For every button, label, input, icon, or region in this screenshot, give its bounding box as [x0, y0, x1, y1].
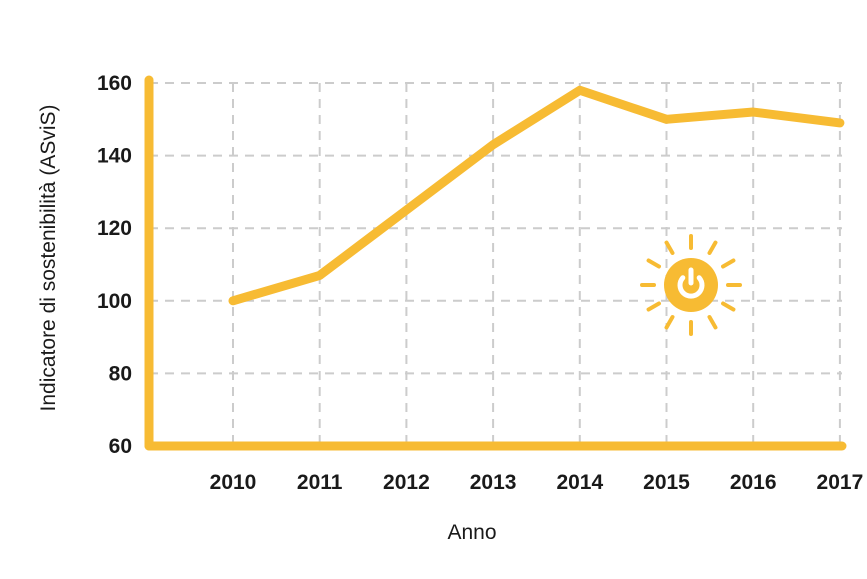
x-tick-label: 2011 [297, 471, 343, 494]
y-tick-label: 160 [97, 72, 132, 95]
x-tick-label: 2014 [556, 471, 603, 494]
series [228, 85, 845, 306]
data-point [319, 274, 321, 276]
x-tick-label: 2017 [817, 471, 864, 494]
tick-labels: 60 80 100 120 140 160 2010 2011 2012 2013 2014 2015… [97, 72, 863, 494]
x-tick-label: 2012 [383, 471, 430, 494]
sun-ray [664, 315, 675, 330]
y-tick-label: 140 [97, 145, 132, 168]
sun-ray [646, 258, 661, 269]
sun-ray [664, 240, 675, 255]
data-point [492, 144, 494, 146]
x-tick-label: 2016 [730, 471, 777, 494]
data-point [666, 118, 667, 120]
data-point [579, 89, 581, 91]
axes [144, 75, 847, 451]
sun-power-icon [640, 234, 742, 336]
series-line [228, 85, 845, 306]
data-point [405, 209, 407, 211]
x-tick-label: 2013 [470, 471, 517, 494]
data-point [232, 300, 234, 302]
y-tick-label: 80 [109, 362, 132, 385]
sun-ray [646, 301, 661, 312]
y-axis-title: Indicatore di sostenibilità (ASviS) [37, 105, 60, 412]
y-tick-label: 60 [109, 435, 132, 458]
sun-ray [707, 240, 718, 255]
sun-ray [721, 301, 736, 312]
x-tick-label: 2015 [643, 471, 690, 494]
data-point [839, 122, 841, 124]
grid [149, 82, 842, 446]
sun-ray [721, 258, 736, 269]
sun-ray [707, 315, 718, 330]
y-tick-label: 100 [97, 290, 132, 313]
y-tick-label: 120 [97, 217, 132, 240]
data-point [752, 111, 754, 113]
x-tick-label: 2010 [210, 471, 257, 494]
x-axis-title: Anno [447, 521, 496, 544]
